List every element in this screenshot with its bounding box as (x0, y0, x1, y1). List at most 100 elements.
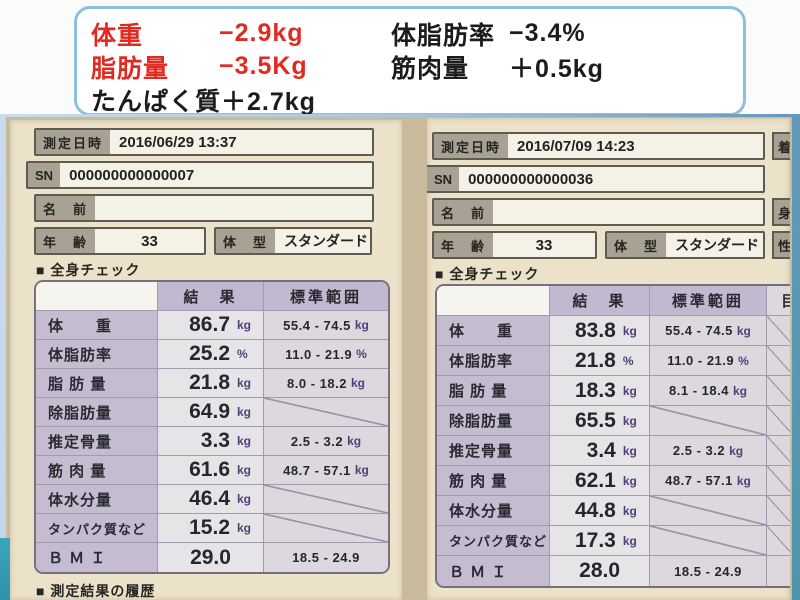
result-value: 3.3 (200, 429, 230, 452)
summary-fatmass: 脂肪量 −3.5Kg (91, 50, 391, 83)
row-label: Ｂ Ｍ Ｉ (36, 543, 158, 572)
right-sn-field: SN 000000000000036 (427, 165, 765, 193)
result-unit: kg (622, 323, 637, 338)
right-age-value: 33 (535, 236, 553, 254)
row-partial (767, 436, 790, 466)
left-date-value: 2016/06/29 13:37 (119, 133, 237, 151)
summary-weight-value: −2.9kg (219, 19, 304, 47)
table-row: Ｂ Ｍ Ｉ 28.0 18.5 - 24.9 (437, 556, 790, 586)
result-value: 21.8 (189, 371, 230, 394)
right-bodytype-field: 体 型 スタンダード (605, 231, 765, 259)
right-bodytype-label: 体 型 (607, 233, 667, 257)
result-value: 3.4 (586, 438, 616, 462)
row-label: 体 重 (36, 311, 158, 340)
right-table-header-row: 結 果 標準範囲 目 (437, 286, 790, 316)
row-range-empty (649, 406, 768, 436)
left-name-field: 名 前 (34, 194, 374, 222)
summary-weight-label: 体重 (91, 21, 144, 50)
result-value: 86.7 (189, 313, 230, 336)
row-result: 44.8 kg (550, 496, 650, 526)
row-partial (767, 466, 790, 496)
right-date-value: 2016/07/09 14:23 (517, 137, 635, 155)
result-value: 18.3 (574, 378, 616, 402)
summary-protein: たんぱく質 ＋2.7kg (91, 83, 391, 116)
result-value: 64.9 (189, 400, 230, 423)
row-label: 脂 肪 量 (36, 369, 158, 398)
result-unit: kg (622, 503, 637, 518)
right-section-title: ■ 全身チェック (435, 266, 540, 282)
left-body-table: 結 果 標準範囲 体 重 86.7 kg 55.4 - 74.5 kg 体脂肪率 2… (34, 280, 390, 574)
row-partial (767, 556, 790, 586)
row-result: 21.8 kg (158, 369, 264, 398)
summary-fatmass-value: −3.5Kg (219, 52, 308, 80)
row-partial (767, 406, 790, 436)
table-row: 筋 肉 量 61.6 kg 48.7 - 57.1 kg (36, 456, 388, 485)
result-unit: kg (237, 463, 252, 477)
row-range: 48.7 - 57.1 kg (649, 466, 768, 496)
result-value: 29.0 (190, 545, 231, 569)
result-unit: % (622, 353, 634, 368)
result-unit: kg (622, 383, 637, 398)
left-table-header-row: 結 果 標準範囲 (36, 282, 388, 311)
row-result: 86.7 kg (158, 311, 264, 340)
result-unit: kg (237, 405, 252, 419)
left-date-field: 測定日時 2016/06/29 13:37 (34, 128, 374, 156)
row-label: 脂 肪 量 (437, 376, 551, 406)
row-partial (767, 526, 790, 556)
left-sn-label: SN (28, 163, 61, 187)
row-label: 体脂肪率 (437, 346, 551, 376)
row-result: 62.1 kg (550, 466, 650, 496)
row-result: 65.5 kg (550, 406, 650, 436)
table-row: 除脂肪量 64.9 kg (36, 398, 388, 427)
row-result: 83.8 kg (550, 316, 650, 346)
result-unit: kg (237, 521, 252, 535)
summary-muscle-label: 筋肉量 (391, 54, 470, 83)
result-unit: kg (237, 492, 252, 506)
summary-bodyfat-label: 体脂肪率 (391, 21, 496, 50)
result-unit: % (237, 347, 248, 361)
right-clothes-edge-label: 着 (772, 132, 790, 160)
result-unit: kg (622, 413, 637, 428)
row-range: 8.1 - 18.4 kg (649, 376, 768, 406)
result-value: 21.8 (574, 348, 616, 372)
row-range: 55.4 - 74.5 kg (264, 311, 388, 340)
summary-protein-label: たんぱく質 (91, 87, 222, 116)
result-value: 62.1 (574, 468, 616, 492)
row-range: 2.5 - 3.2 kg (264, 427, 388, 456)
result-value: 25.2 (189, 342, 230, 365)
left-header-range: 標準範囲 (264, 282, 388, 311)
row-result: 46.4 kg (158, 485, 264, 514)
result-value: 46.4 (189, 487, 230, 510)
summary-fatmass-label: 脂肪量 (91, 54, 170, 83)
left-header-corner (36, 282, 158, 311)
row-range: 18.5 - 24.9 (264, 543, 388, 572)
right-name-label: 名 前 (434, 200, 494, 224)
result-unit: kg (622, 443, 637, 458)
left-bodytype-value: スタンダード (284, 233, 369, 249)
right-name-field: 名 前 (432, 198, 765, 226)
right-bodytype-value: スタンダード (675, 237, 760, 253)
table-row: 脂 肪 量 21.8 kg 8.0 - 18.2 kg (36, 369, 388, 398)
right-body-table: 結 果 標準範囲 目 体 重 83.8 kg 55.4 - 74.5kg 体脂肪率… (435, 284, 790, 588)
report-right: 測定日時 2016/07/09 14:23 着 SN 0000000000000… (427, 118, 790, 600)
row-result: 15.2 kg (158, 514, 264, 543)
row-range: 55.4 - 74.5 kg (649, 316, 768, 346)
row-partial (767, 496, 790, 526)
result-value: 15.2 (189, 516, 230, 539)
right-header-result: 結 果 (550, 286, 650, 316)
right-name-value (493, 200, 763, 224)
row-label: 体水分量 (437, 496, 551, 526)
row-result: 3.3 kg (158, 427, 264, 456)
row-partial (767, 346, 790, 376)
row-range: 18.5 - 24.9 (649, 556, 768, 586)
right-height-edge-label: 身 (772, 198, 790, 226)
row-result: 28.0 (550, 556, 650, 586)
row-result: 17.3 kg (550, 526, 650, 556)
row-result: 18.3 kg (550, 376, 650, 406)
row-label: 体水分量 (36, 485, 158, 514)
row-range: 2.5 - 3.2 kg (649, 436, 768, 466)
photo-background-corner (0, 538, 13, 600)
table-row: 除脂肪量 65.5 kg (437, 406, 790, 436)
row-label: 推定骨量 (437, 436, 551, 466)
